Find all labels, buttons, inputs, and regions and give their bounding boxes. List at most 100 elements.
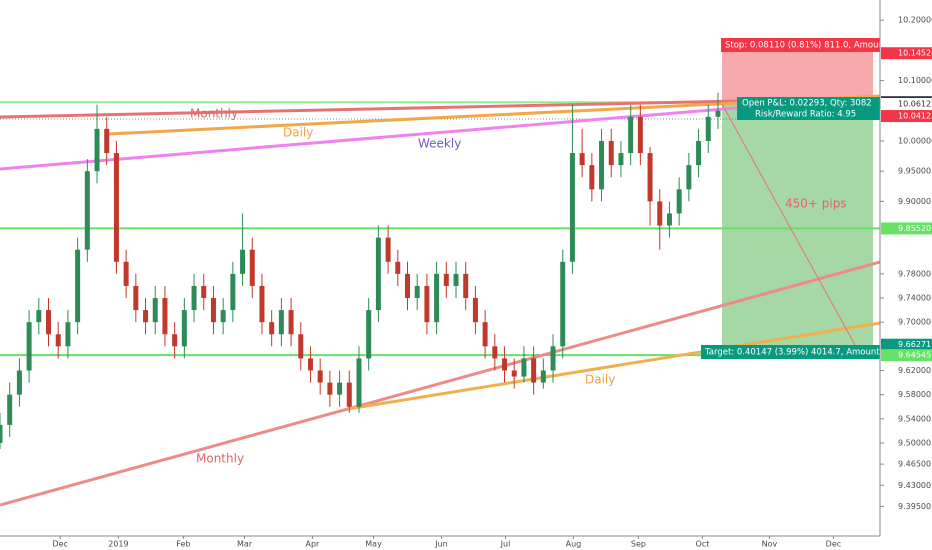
candle-body [0, 424, 3, 443]
candle-body [385, 237, 391, 262]
candle-body [113, 153, 119, 262]
y-tick-label: 9.39500 [898, 502, 931, 511]
candle-body [16, 370, 22, 395]
candle-body [36, 310, 42, 323]
candle-body [269, 322, 275, 335]
candle-body [26, 322, 32, 371]
candle-body [492, 346, 498, 359]
candle-body [560, 261, 566, 347]
candle-body [240, 249, 246, 274]
price-label-box [881, 338, 932, 351]
candle-body [618, 153, 624, 166]
candle-body [628, 116, 634, 154]
y-tick-label: 9.43000 [898, 481, 931, 490]
candle-body [7, 394, 13, 425]
price-label: 10.06127 [898, 99, 932, 108]
candle-body [259, 285, 265, 323]
candle-body [366, 310, 372, 359]
candle-body [414, 285, 420, 299]
candle-body [599, 140, 605, 190]
monthly-trendline [0, 96, 881, 119]
candle-body [569, 153, 575, 262]
x-tick-label: Dec [826, 540, 841, 549]
y-tick-label: 9.54000 [898, 414, 931, 423]
annotation: Daily [585, 373, 615, 387]
x-tick-label: Feb [176, 540, 190, 549]
candle-body [715, 110, 721, 117]
y-tick-label: 10.20000 [898, 16, 932, 25]
price-axis [880, 0, 932, 550]
annotation: 450+ pips [785, 197, 847, 211]
x-tick-label: Mar [237, 540, 253, 549]
x-tick-label: Oct [696, 540, 710, 549]
annotation: Daily [283, 126, 313, 140]
candle-body [676, 189, 682, 214]
candle-body [191, 285, 197, 311]
candle-body [657, 201, 663, 226]
candle-body [589, 165, 595, 190]
stop-box [721, 38, 880, 52]
price-label: 10.14528 [898, 49, 932, 58]
candle-body [288, 310, 294, 335]
y-tick-label: 9.90000 [898, 197, 931, 206]
y-tick-label: 9.46500 [898, 460, 931, 469]
x-tick-label: Nov [762, 540, 778, 549]
target-box [701, 345, 880, 359]
pnl-box [737, 97, 880, 120]
pnl-label: Open P&L: 0.02293, Qty: 3082 [742, 99, 872, 109]
candle-body [463, 273, 469, 299]
candle-body [705, 116, 711, 141]
candle-body [511, 370, 517, 377]
candle-body [181, 310, 187, 347]
x-tick-label: Sep [631, 540, 646, 549]
candle-body [404, 273, 410, 299]
y-tick-label: 9.74000 [898, 294, 931, 303]
risk-zone [722, 44, 873, 104]
price-label-box [881, 97, 932, 110]
candle-body [327, 382, 333, 395]
x-tick-label: Aug [566, 540, 582, 549]
candle-body [356, 358, 362, 407]
candle-body [249, 249, 255, 286]
candle-body [346, 382, 352, 407]
candle-body [579, 153, 585, 166]
y-tick-label: 10.10000 [898, 76, 932, 85]
candle-body [172, 334, 178, 347]
candle-body [298, 334, 304, 359]
y-tick-label: 9.70000 [898, 318, 931, 327]
candle-body [550, 346, 556, 371]
annotation: Monthly [196, 452, 244, 466]
candle-body [307, 358, 313, 371]
candle-body [443, 273, 449, 286]
price-label: 10.04125 [898, 112, 932, 121]
candle-body [434, 273, 440, 323]
stop-label: Stop: 0.08110 (0.81%) 811.0, Amount: 750… [725, 41, 923, 51]
price-label: 9.66271 [898, 340, 931, 349]
y-tick-label: 9.50000 [898, 438, 931, 447]
daily-trendline [347, 321, 881, 411]
x-tick-label: 2019 [108, 540, 128, 549]
candle-body [608, 140, 614, 166]
monthly-trendline [0, 260, 881, 507]
candle-body [375, 237, 381, 311]
candle-body [696, 140, 702, 166]
price-label: 9.64545 [898, 351, 931, 360]
candle-body [647, 153, 653, 202]
time-axis [0, 536, 880, 550]
candle-body [210, 298, 216, 323]
price-label: 9.85520 [898, 224, 931, 233]
price-label-box [881, 47, 932, 60]
candle-body [453, 273, 459, 286]
candle-body [162, 298, 168, 335]
target-label: Target: 0.40147 (3.99%) 4014.7, Amount: … [704, 348, 920, 358]
candle-body [94, 128, 100, 172]
y-tick-label: 9.62000 [898, 366, 931, 375]
y-tick-label: 9.95000 [898, 167, 931, 176]
candle-body [230, 273, 236, 311]
x-tick-label: May [365, 540, 382, 549]
candle-body [502, 358, 508, 371]
candle-body [123, 261, 129, 286]
candle-body [152, 298, 158, 323]
candle-body [46, 310, 52, 335]
